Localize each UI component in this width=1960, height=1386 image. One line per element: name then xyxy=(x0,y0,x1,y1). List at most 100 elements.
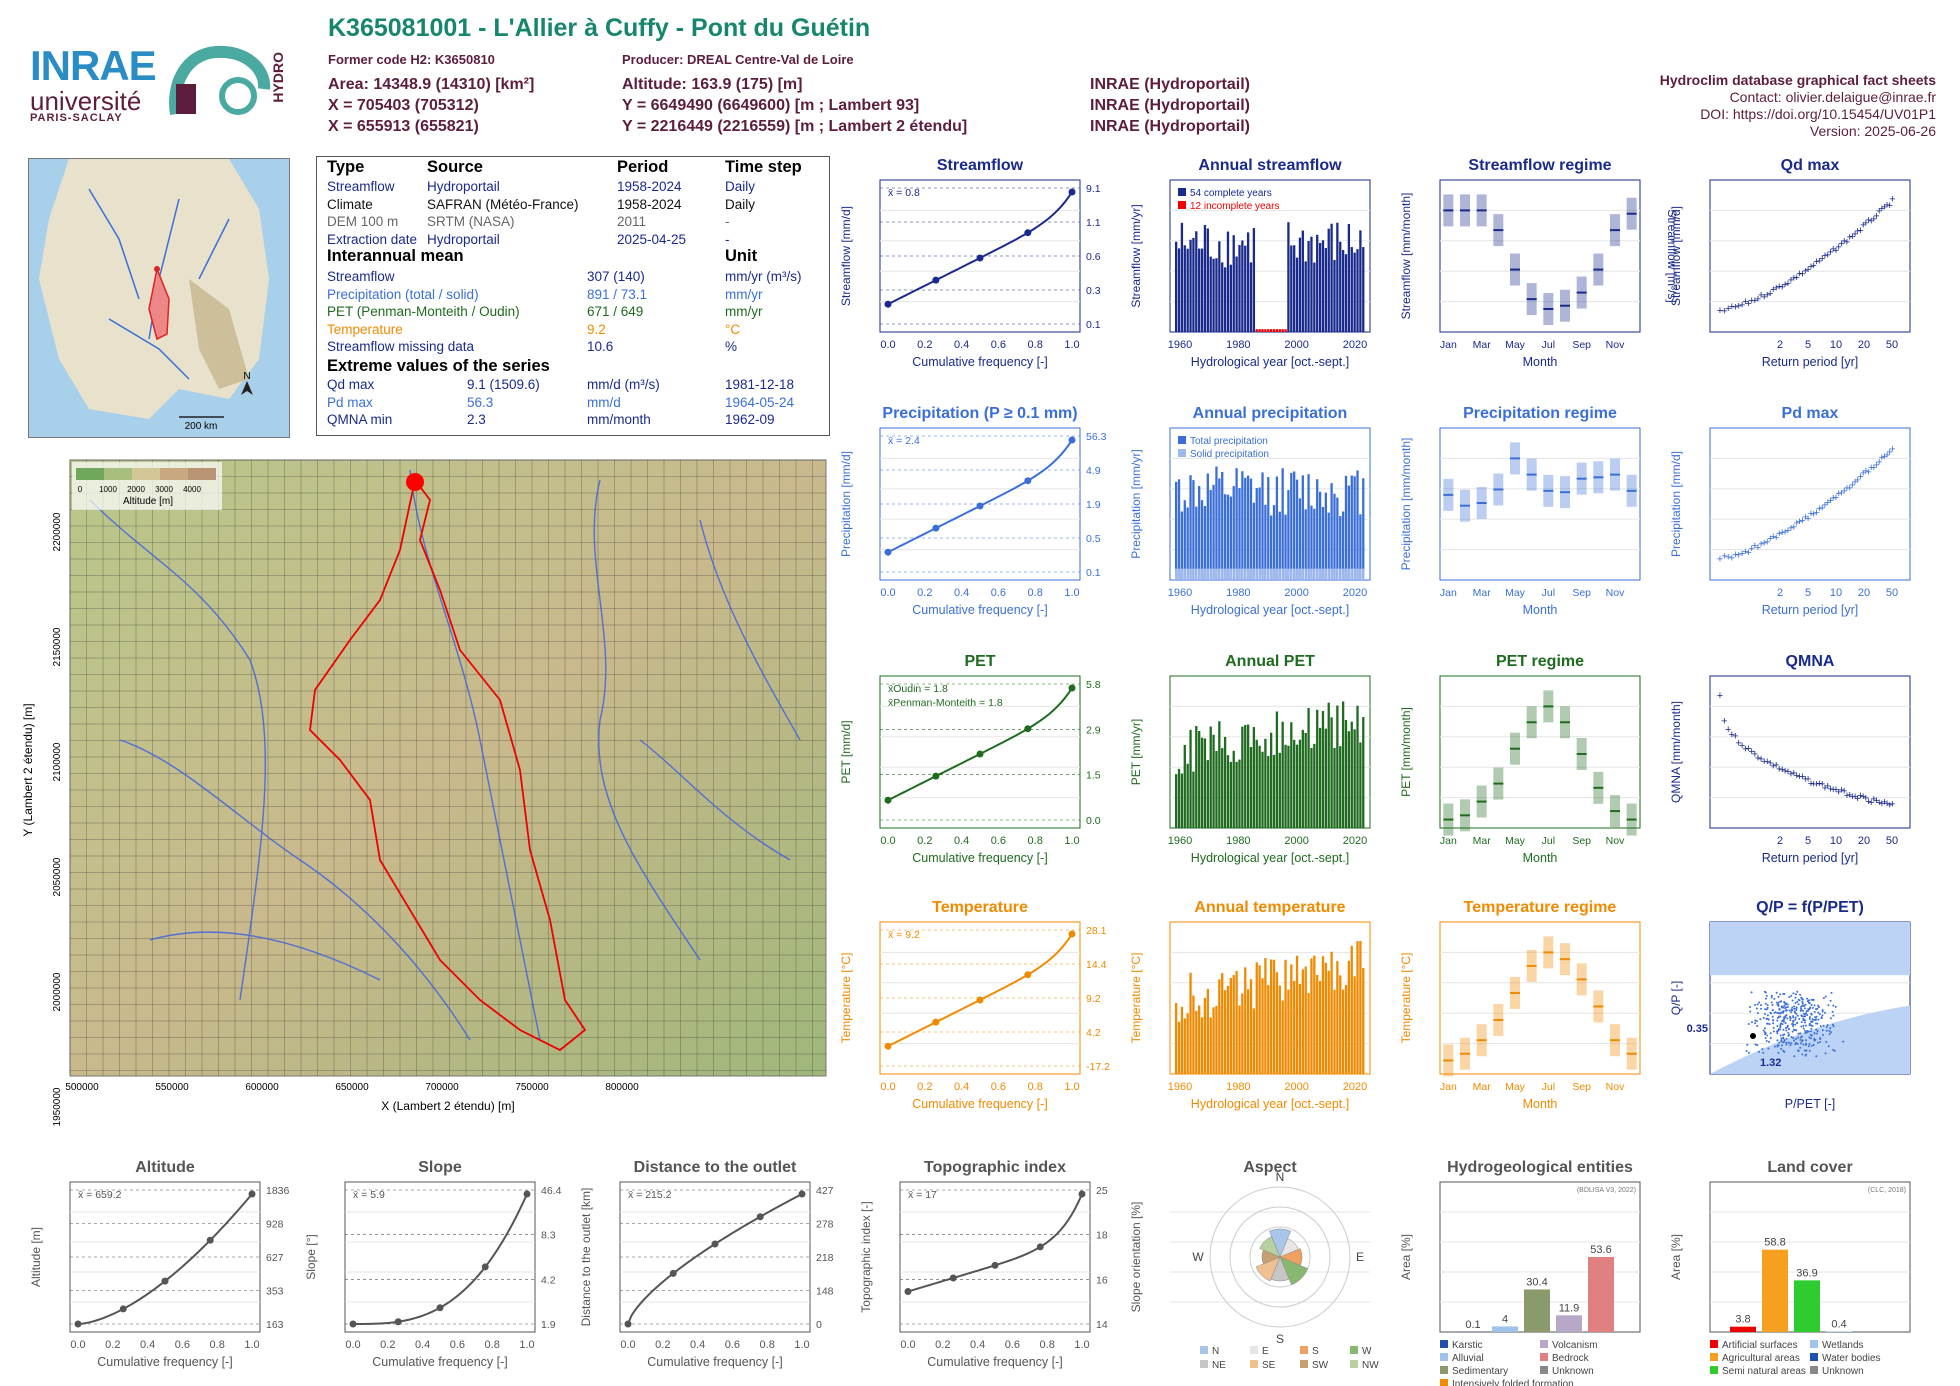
mean-row-2: % xyxy=(725,339,738,354)
return-period-point: + xyxy=(1764,756,1770,768)
qp-point xyxy=(1766,1004,1769,1007)
qp-point xyxy=(1817,1004,1820,1007)
contact[interactable]: Contact: olivier.delaigue@inrae.fr xyxy=(1729,89,1936,105)
return-period-point: + xyxy=(1785,525,1791,537)
solid-bar xyxy=(1316,568,1319,580)
qp-point xyxy=(1779,1024,1782,1027)
qp-point xyxy=(1800,996,1803,999)
return-period-point: + xyxy=(1758,290,1764,302)
chart-pet_regime: PET regime Month PET [mm/month] Jan Mar May Ju… xyxy=(1399,653,1641,865)
cumfreq-tick: 0.8 xyxy=(1028,587,1043,599)
return-period-tick: 50 xyxy=(1886,587,1898,599)
year-bar xyxy=(1241,993,1244,1074)
year-bar xyxy=(1186,1013,1189,1074)
solid-bar xyxy=(1212,568,1215,580)
aspect-legend-label: SW xyxy=(1312,1360,1329,1371)
return-period-point: + xyxy=(1721,551,1727,563)
quantile-point xyxy=(248,1190,256,1198)
mean-label: x̄ = 9.2 xyxy=(888,929,920,941)
return-period-point: + xyxy=(1876,797,1882,809)
area-bar xyxy=(1762,1249,1788,1332)
solid-bar xyxy=(1241,568,1244,580)
quantile-point xyxy=(798,1190,806,1198)
qp-point xyxy=(1764,1008,1767,1011)
year-bar xyxy=(1327,228,1330,332)
year-bar xyxy=(1301,475,1304,580)
return-period-point: + xyxy=(1846,231,1852,243)
aspect-legend-label: E xyxy=(1262,1346,1269,1357)
year-bar xyxy=(1356,249,1359,332)
entity-legend-swatch xyxy=(1440,1340,1448,1348)
qp-point xyxy=(1807,1009,1810,1012)
month-tick: Nov xyxy=(1606,835,1625,847)
year-bar xyxy=(1272,754,1276,828)
year-bar xyxy=(1235,970,1238,1074)
return-period-point: + xyxy=(1868,797,1874,809)
qp-point xyxy=(1782,1037,1785,1040)
return-period-point: + xyxy=(1776,764,1782,776)
mean-label-2: x̄Penman-Monteith = 1.8 xyxy=(888,697,1003,709)
quantile-point xyxy=(884,548,892,556)
qp-point xyxy=(1776,1039,1779,1042)
quantile-point xyxy=(991,1261,999,1269)
year-bar xyxy=(1186,507,1189,580)
qp-point xyxy=(1797,1003,1800,1006)
entity-legend-label: Unknown xyxy=(1552,1366,1594,1377)
return-period-point: + xyxy=(1761,537,1767,549)
year-tick: 1980 xyxy=(1226,339,1250,351)
qp-point xyxy=(1790,1008,1793,1011)
map-ytick: 2000000 xyxy=(52,972,63,1011)
month-tick: Sep xyxy=(1572,1081,1591,1093)
quantile-point xyxy=(884,796,892,804)
entity-legend-swatch xyxy=(1440,1379,1448,1386)
ext-row-1: 9.1 (1509.6) xyxy=(467,377,540,392)
chart-title: Streamflow xyxy=(937,157,1024,174)
qp-point xyxy=(1780,1039,1783,1042)
return-period-point: + xyxy=(1717,690,1723,702)
year-bar xyxy=(1212,734,1215,828)
year-bar xyxy=(1189,972,1192,1074)
year-bar xyxy=(1287,745,1290,828)
year-bar xyxy=(1186,763,1189,828)
altitude-legend-title: Altitude [m] xyxy=(123,496,173,507)
qp-point xyxy=(1791,999,1794,1002)
solid-bar xyxy=(1287,568,1290,580)
year-bar xyxy=(1223,267,1227,332)
mean-label: x̄ = 2.4 xyxy=(888,435,920,447)
cumfreq-tick: 0.4 xyxy=(415,1339,430,1351)
qp-point xyxy=(1801,1040,1804,1043)
quantile-point xyxy=(1068,436,1076,444)
year-bar xyxy=(1252,228,1256,332)
chart-annual_streamflow: Annual streamflow Hydrological year [oct.… xyxy=(1129,157,1371,369)
return-period-point: + xyxy=(1863,466,1869,478)
doi-link[interactable]: DOI: https://doi.org/10.15454/UV01P1 xyxy=(1700,106,1936,122)
qp-point xyxy=(1824,1052,1827,1055)
cumfreq-tick: 0.4 xyxy=(690,1339,705,1351)
chart-title: Slope xyxy=(418,1159,462,1176)
year-bar xyxy=(1324,492,1327,580)
year-bar xyxy=(1249,478,1253,580)
qp-point xyxy=(1767,1018,1770,1021)
altitude: Altitude: 163.9 (175) [m] xyxy=(622,76,803,93)
y-axis-label: Distance to the outlet [km] xyxy=(579,1188,593,1327)
year-bar xyxy=(1330,951,1333,1074)
year-bar xyxy=(1226,985,1230,1074)
mean-row-0: Streamflow missing data xyxy=(327,339,475,354)
ext-row-1: 56.3 xyxy=(467,394,494,410)
return-period-point: + xyxy=(1871,213,1877,225)
chart-qd_max: Qd max Return period [yr] Streamflow [mm/d… xyxy=(1669,157,1911,369)
inrae-logo: INRAE xyxy=(30,42,157,89)
scale-label: 200 km xyxy=(185,421,218,432)
return-period-point: + xyxy=(1802,774,1808,786)
solid-bar xyxy=(1304,568,1307,580)
quantile-point xyxy=(1036,1243,1044,1251)
right-tick-label: 218 xyxy=(816,1252,834,1264)
year-bar xyxy=(1362,717,1365,828)
year-bar xyxy=(1310,236,1313,332)
entity-legend-swatch xyxy=(1810,1353,1818,1361)
qp-point xyxy=(1764,997,1767,1000)
qp-point xyxy=(1779,1034,1782,1037)
month-tick: May xyxy=(1505,339,1526,351)
qp-point xyxy=(1831,1010,1834,1013)
year-bar xyxy=(1252,1008,1256,1074)
